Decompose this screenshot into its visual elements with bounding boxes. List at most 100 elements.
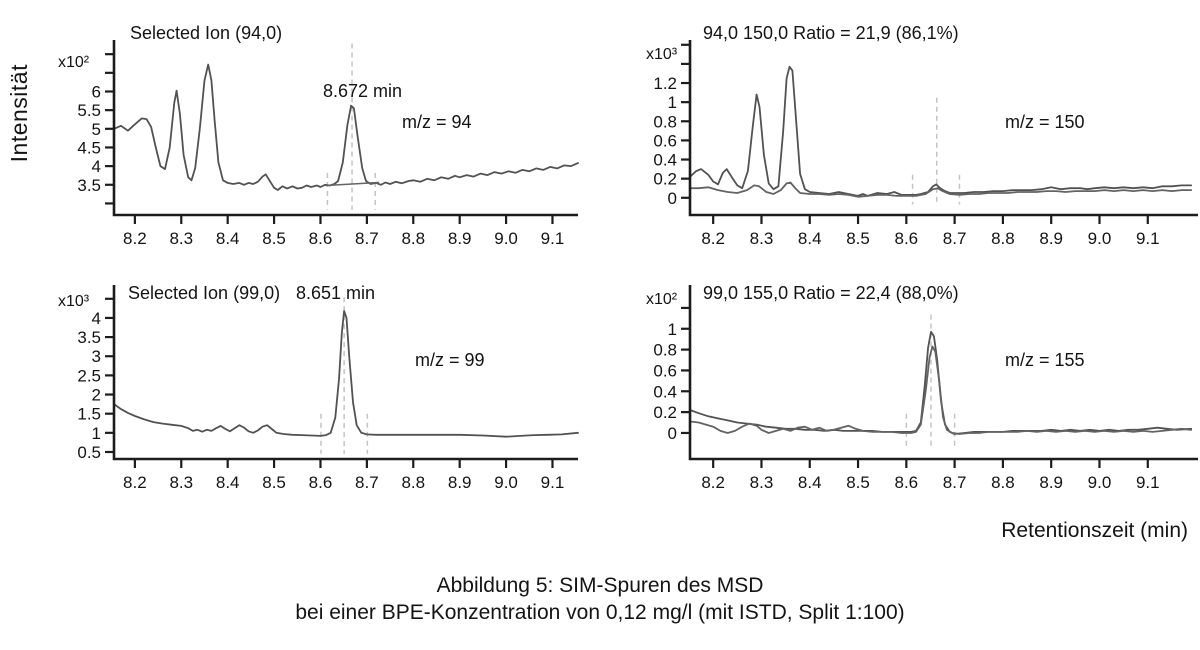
x-tick-label: 8.2 bbox=[701, 473, 725, 492]
figure-caption-line2: bei einer BPE-Konzentration von 0,12 mg/… bbox=[295, 601, 905, 624]
y-tick-label: 0 bbox=[668, 424, 677, 443]
x-tick-label: 8.5 bbox=[846, 229, 870, 248]
y-tick-label: 0.4 bbox=[653, 382, 677, 401]
panel-title-ratio-150: 94,0 150,0 Ratio = 21,9 (86,1%) bbox=[703, 23, 959, 43]
axis-lines bbox=[688, 40, 1198, 217]
y-tick-label: 1 bbox=[668, 320, 677, 339]
axis-lines bbox=[112, 285, 578, 461]
x-tick-label: 8.8 bbox=[401, 473, 425, 492]
y-tick-label: 3.5 bbox=[77, 328, 101, 347]
x-tick-label: 8.4 bbox=[798, 229, 822, 248]
trace-signal-target bbox=[689, 65, 1193, 197]
y-tick-label: 1 bbox=[92, 424, 101, 443]
x-tick-label: 9.1 bbox=[1136, 229, 1160, 248]
x-tick-label: 9.0 bbox=[1088, 229, 1112, 248]
x-tick-label: 8.3 bbox=[169, 229, 193, 248]
y-tick-label: 4 bbox=[92, 157, 101, 176]
x-tick-label: 8.7 bbox=[943, 473, 967, 492]
x-tick-label: 8.4 bbox=[216, 229, 240, 248]
y-axis-label: Intensität bbox=[6, 64, 32, 163]
rt-annotation-sim-99: 8.651 min bbox=[296, 283, 376, 303]
y-tick-label: 6 bbox=[92, 82, 101, 101]
x-tick-label: 8.2 bbox=[123, 473, 147, 492]
x-tick-label: 8.8 bbox=[991, 229, 1015, 248]
axis-lines bbox=[688, 285, 1198, 461]
x-tick-label: 8.7 bbox=[355, 229, 379, 248]
x-tick-label: 8.4 bbox=[216, 473, 240, 492]
x-tick-label: 8.6 bbox=[309, 473, 333, 492]
x-tick-label: 8.9 bbox=[448, 473, 472, 492]
chromatogram-panel-ratio-150: 00.20.40.60.811.2 8.2 8.3 8.4 8.5 8.6 8.7 8.8 8.… bbox=[653, 40, 1198, 248]
panel-title-sim-99: Selected Ion (99,0) bbox=[128, 283, 281, 303]
axis-lines bbox=[112, 40, 578, 217]
x-tick-label: 8.6 bbox=[895, 473, 919, 492]
x-tick-label: 9.0 bbox=[494, 473, 518, 492]
scale-label-sim-99: x10³ bbox=[58, 293, 90, 310]
rt-annotation-sim-94: 8.672 min bbox=[323, 81, 403, 101]
x-tick-label: 8.5 bbox=[262, 229, 286, 248]
x-tick-label: 8.8 bbox=[991, 473, 1015, 492]
y-tick-label: 5 bbox=[92, 120, 101, 139]
mz-annotation-ratio-155: m/z = 155 bbox=[1005, 350, 1085, 370]
x-tick-label: 8.3 bbox=[750, 229, 774, 248]
x-tick-label: 8.6 bbox=[895, 229, 919, 248]
y-tick-label: 0.6 bbox=[653, 361, 677, 380]
x-tick-label: 9.1 bbox=[541, 229, 565, 248]
mz-annotation-sim-99: m/z = 99 bbox=[415, 350, 485, 370]
scale-label-sim-94: x10² bbox=[58, 54, 90, 71]
y-tick-label: 1.5 bbox=[77, 405, 101, 424]
x-tick-label: 8.9 bbox=[1039, 473, 1063, 492]
y-tick-label: 0.5 bbox=[77, 443, 101, 462]
x-tick-label: 8.7 bbox=[355, 473, 379, 492]
x-tick-label: 8.9 bbox=[1039, 229, 1063, 248]
chromatogram-panel-sim-94: 3.544.555.56 8.2 8.3 8.4 8.5 8.6 8.7 8.8 8.9 9.0 9… bbox=[77, 40, 579, 248]
trace-signal-mz94 bbox=[113, 63, 579, 191]
trace-signal-target bbox=[689, 331, 1193, 435]
y-tick-label: 3 bbox=[92, 347, 101, 366]
y-tick-label: 4.5 bbox=[77, 138, 101, 157]
trace-signal-qualifier bbox=[689, 345, 1193, 435]
trace-signal-mz99 bbox=[113, 310, 579, 438]
x-axis-label: Retentionszeit (min) bbox=[1001, 519, 1188, 542]
y-tick-label: 2.5 bbox=[77, 366, 101, 385]
mz-annotation-sim-94: m/z = 94 bbox=[402, 112, 472, 132]
y-tick-label: 2 bbox=[92, 386, 101, 405]
mz-annotation-ratio-150: m/z = 150 bbox=[1005, 112, 1085, 132]
x-tick-label: 8.2 bbox=[701, 229, 725, 248]
x-tick-label: 8.5 bbox=[262, 473, 286, 492]
x-tick-label: 8.2 bbox=[123, 229, 147, 248]
trace-signal-qualifier bbox=[689, 181, 1193, 198]
chromatogram-panel-sim-99: 0.511.522.533.54 8.2 8.3 8.4 8.5 8.6 8.7 8.8 8.9… bbox=[77, 285, 579, 492]
x-tick-label: 8.3 bbox=[169, 473, 193, 492]
scale-label-ratio-150: x10³ bbox=[646, 46, 678, 63]
trace-integration-baseline bbox=[325, 181, 380, 187]
x-tick-label: 8.9 bbox=[448, 229, 472, 248]
x-tick-label: 9.1 bbox=[1136, 473, 1160, 492]
y-tick-label: 3.5 bbox=[77, 176, 101, 195]
y-tick-label: 5.5 bbox=[77, 101, 101, 120]
panel-title-ratio-155: 99,0 155,0 Ratio = 22,4 (88,0%) bbox=[703, 283, 959, 303]
x-tick-label: 9.1 bbox=[541, 473, 565, 492]
x-tick-label: 8.6 bbox=[309, 229, 333, 248]
x-tick-label: 8.4 bbox=[798, 473, 822, 492]
y-tick-label: 0.2 bbox=[653, 170, 677, 189]
chromatogram-panel-ratio-155: 0 0.2 0.4 0.60.8 1 8.2 8.3 8.4 8.5 8.6 8.7 8.8 8.9 9.… bbox=[653, 285, 1198, 492]
y-tick-label: 0.8 bbox=[653, 341, 677, 360]
x-tick-label: 9.0 bbox=[494, 229, 518, 248]
y-tick-label: 0.8 bbox=[653, 112, 677, 131]
y-tick-label: 0.2 bbox=[653, 403, 677, 422]
figure-caption-line1: Abbildung 5: SIM-Spuren des MSD bbox=[436, 574, 764, 597]
y-tick-label: 0 bbox=[668, 189, 677, 208]
x-tick-label: 9.0 bbox=[1088, 473, 1112, 492]
x-tick-label: 8.5 bbox=[846, 473, 870, 492]
scale-label-ratio-155: x10² bbox=[646, 291, 678, 308]
y-tick-label: 4 bbox=[92, 309, 101, 328]
x-tick-label: 8.7 bbox=[943, 229, 967, 248]
y-tick-label: 1 bbox=[668, 93, 677, 112]
x-tick-label: 8.8 bbox=[401, 229, 425, 248]
y-tick-label: 0.4 bbox=[653, 151, 677, 170]
x-tick-label: 8.3 bbox=[750, 473, 774, 492]
y-tick-label: 1.2 bbox=[653, 74, 677, 93]
panel-title-sim-94: Selected Ion (94,0) bbox=[130, 23, 283, 43]
